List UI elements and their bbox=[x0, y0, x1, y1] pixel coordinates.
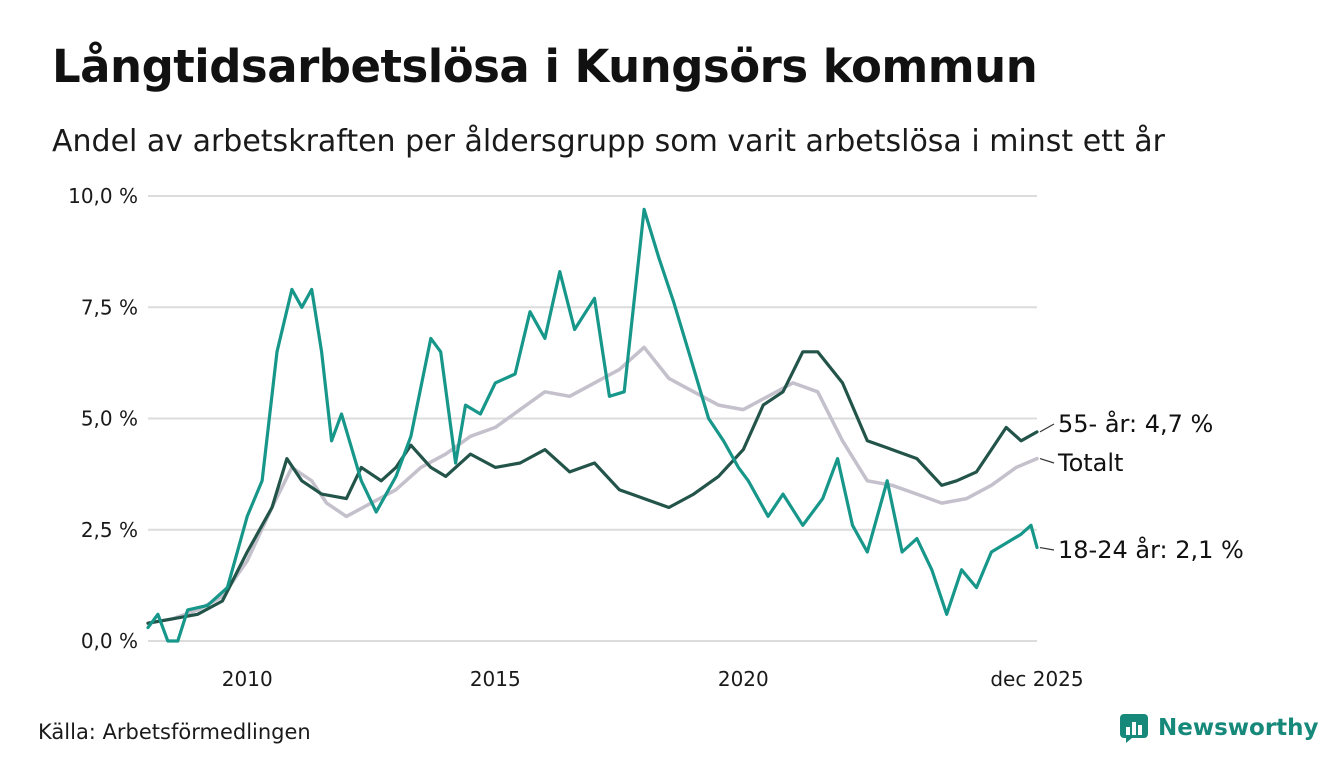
y-tick-label-0: 0,0 % bbox=[81, 629, 138, 653]
line-chart: 0,0 % 2,5 % 5,0 % 7,5 % 10,0 % 2010 2015 2020 de… bbox=[68, 184, 1244, 691]
newsworthy-icon bbox=[1120, 714, 1148, 743]
brand-logo[interactable]: Newsworthy bbox=[1118, 712, 1319, 744]
end-label-connector-youth bbox=[1039, 546, 1055, 551]
series-line-senior bbox=[146, 350, 1039, 625]
series-line-youth bbox=[146, 207, 1039, 643]
x-tick-label-1: 2015 bbox=[470, 667, 521, 691]
y-tick-label-4: 10,0 % bbox=[68, 184, 138, 208]
x-tick-label-2: 2020 bbox=[718, 667, 769, 691]
end-label-connector-senior bbox=[1039, 423, 1055, 433]
chart-title: Långtidsarbetslösa i Kungsörs kommun bbox=[52, 40, 1038, 93]
source-note: Källa: Arbetsförmedlingen bbox=[38, 720, 311, 744]
chart-subtitle: Andel av arbetskraften per åldersgrupp s… bbox=[52, 124, 1165, 159]
end-label-total: Totalt bbox=[1057, 449, 1123, 477]
x-tick-label-0: 2010 bbox=[222, 667, 273, 691]
end-label-youth: 18-24 år: 2,1 % bbox=[1058, 535, 1244, 564]
brand-name: Newsworthy bbox=[1158, 715, 1319, 741]
y-tick-label-3: 7,5 % bbox=[81, 295, 138, 319]
end-label-connector-total bbox=[1039, 457, 1055, 464]
y-tick-label-1: 2,5 % bbox=[81, 518, 138, 542]
series-line-total bbox=[146, 345, 1039, 625]
y-tick-label-2: 5,0 % bbox=[81, 407, 138, 431]
x-tick-label-3: dec 2025 bbox=[990, 667, 1083, 691]
end-label-senior: 55- år: 4,7 % bbox=[1058, 409, 1213, 438]
